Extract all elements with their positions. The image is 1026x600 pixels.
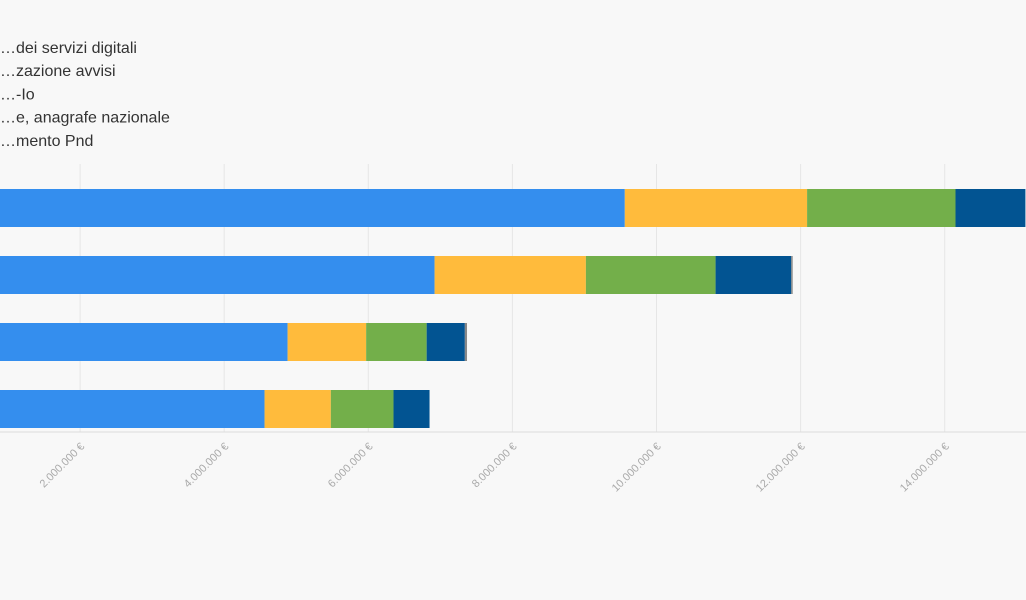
bar-segment (955, 189, 1026, 227)
x-tick-label: 10.000.000 € (610, 441, 664, 495)
bar-segment (330, 390, 394, 428)
bar-segment (0, 323, 288, 361)
bars (0, 189, 1026, 428)
bar-segment (585, 256, 716, 294)
x-tick-label: 8.000.000 € (470, 441, 520, 491)
legend-item: …zazione avvisi (0, 63, 116, 80)
legend-item: …-Io (0, 86, 35, 103)
bar-segment (393, 390, 430, 428)
x-tick-label: 14.000.000 € (898, 441, 952, 495)
bar-segment (0, 189, 625, 227)
bar-segment (434, 256, 586, 294)
bar-segment (366, 323, 427, 361)
bar-segment (807, 189, 956, 227)
bar-segment (0, 390, 265, 428)
legend-item: …e, anagrafe nazionale (0, 110, 170, 127)
x-tick-label: 2.000.000 € (38, 441, 88, 491)
bar-segment (624, 189, 808, 227)
bar-segment (715, 256, 792, 294)
bar-segment (287, 323, 367, 361)
bar-segment (0, 256, 435, 294)
x-tick-label: 6.000.000 € (326, 441, 376, 491)
x-axis-ticks: 2.000.000 € 4.000.000 € 6.000.000 € 8.000.0… (38, 441, 952, 495)
x-tick-label: 12.000.000 € (754, 441, 808, 495)
bar-segment (426, 323, 465, 361)
legend-item: …mento Pnd (0, 133, 93, 150)
legend-item: …dei servizi digitali (0, 40, 137, 57)
x-tick-label: 4.000.000 € (182, 441, 232, 491)
bar-segment (264, 390, 331, 428)
bar-segment (464, 323, 468, 361)
bar-segment (791, 256, 793, 294)
legend: …dei servizi digitali …zazione avvisi …-Io… (0, 40, 170, 150)
